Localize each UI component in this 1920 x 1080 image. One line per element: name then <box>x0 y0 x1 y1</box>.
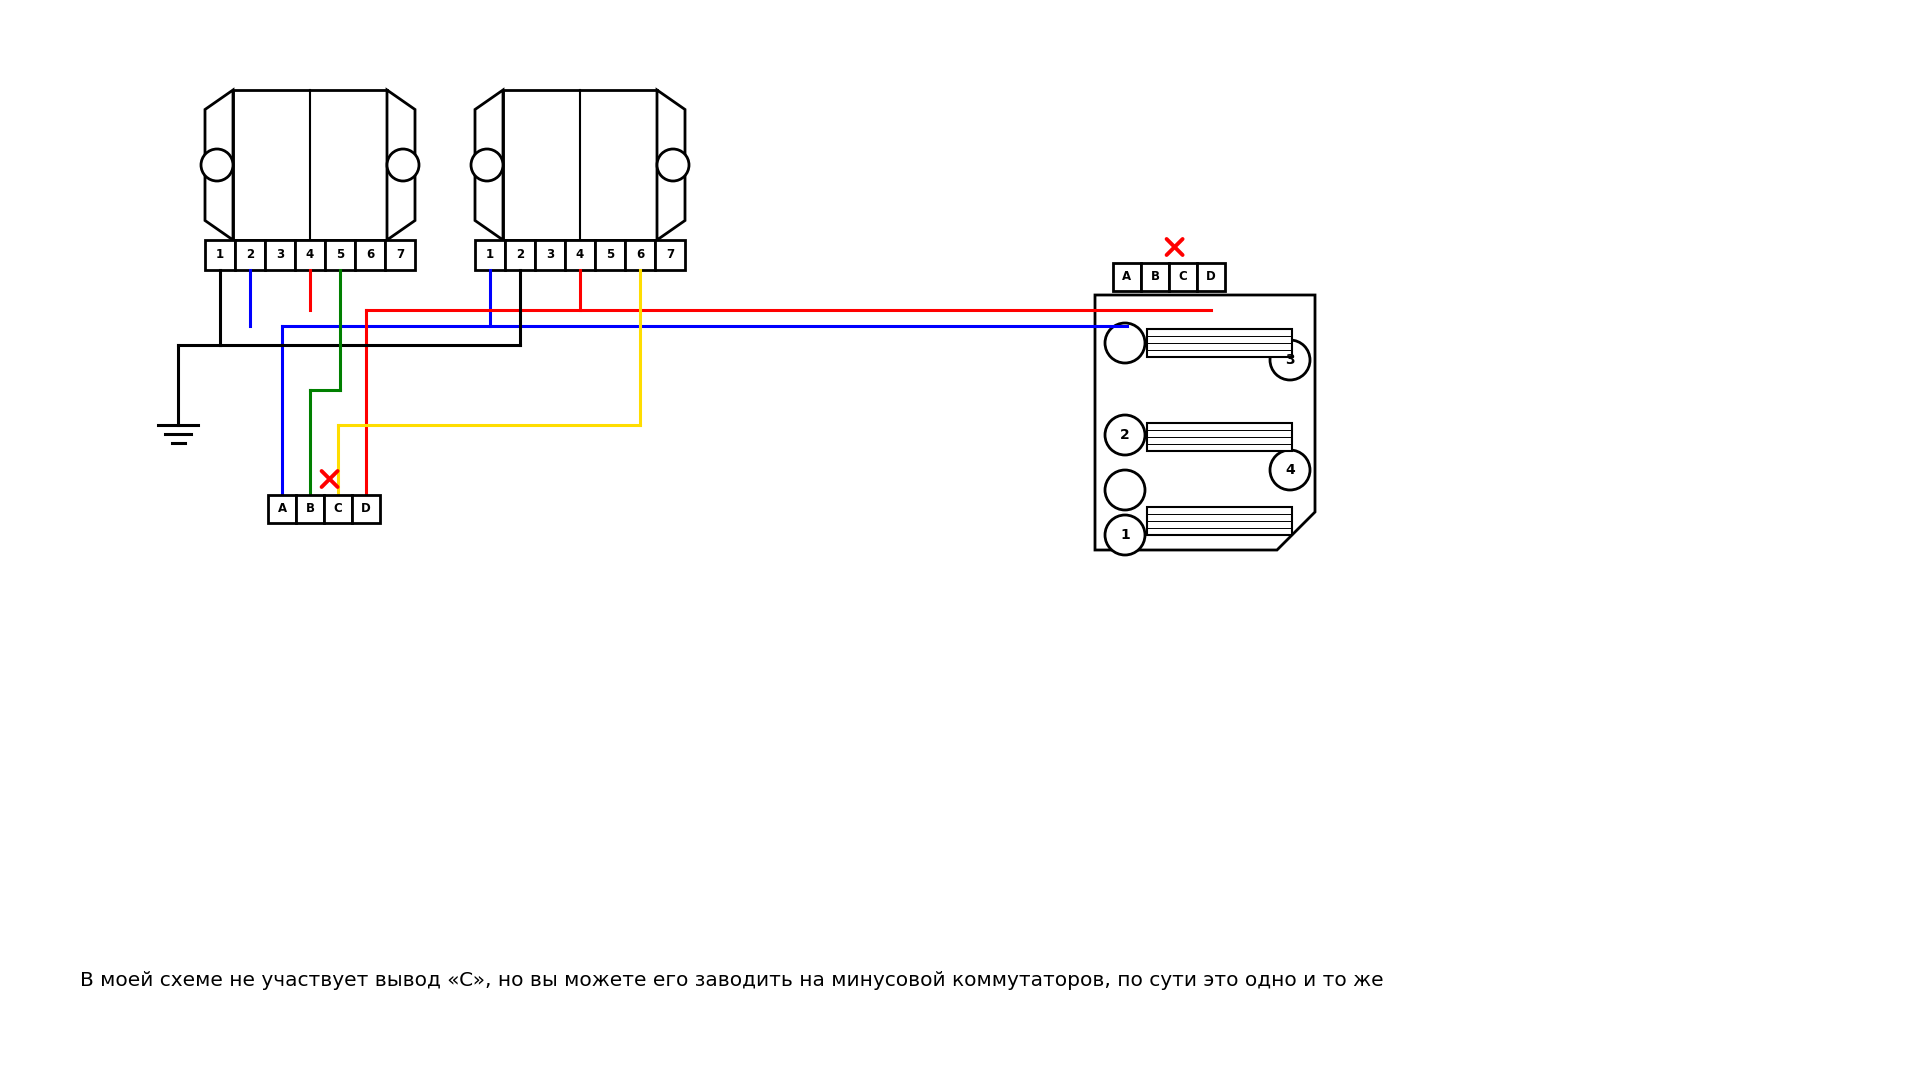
Text: 5: 5 <box>336 248 344 261</box>
Bar <box>564 240 595 270</box>
Polygon shape <box>205 90 232 240</box>
Text: 2: 2 <box>1119 428 1129 442</box>
Bar <box>351 495 380 523</box>
Circle shape <box>1106 515 1144 555</box>
Text: В моей схеме не участвует вывод «C», но вы можете его заводить на минусовой комм: В моей схеме не участвует вывод «C», но … <box>81 971 1384 989</box>
Text: 1: 1 <box>215 248 225 261</box>
Bar <box>1146 423 1292 451</box>
Circle shape <box>1106 470 1144 510</box>
Text: 1: 1 <box>1119 528 1129 542</box>
Bar <box>324 240 355 270</box>
Text: 2: 2 <box>516 248 524 261</box>
Text: D: D <box>1206 270 1215 283</box>
Text: B: B <box>305 502 315 515</box>
Text: 2: 2 <box>246 248 253 261</box>
Text: 5: 5 <box>607 248 614 261</box>
Bar <box>386 240 415 270</box>
Text: 7: 7 <box>666 248 674 261</box>
Bar <box>1146 507 1292 535</box>
Circle shape <box>1269 450 1309 490</box>
Text: 1: 1 <box>486 248 493 261</box>
Text: 6: 6 <box>636 248 643 261</box>
Bar <box>474 240 505 270</box>
Circle shape <box>470 149 503 181</box>
Circle shape <box>1106 415 1144 455</box>
Bar <box>234 240 265 270</box>
Text: C: C <box>334 502 342 515</box>
Circle shape <box>388 149 419 181</box>
Bar <box>503 90 657 240</box>
Bar <box>595 240 626 270</box>
Text: 3: 3 <box>545 248 555 261</box>
Bar <box>536 240 564 270</box>
Text: B: B <box>1150 270 1160 283</box>
Text: 7: 7 <box>396 248 403 261</box>
Circle shape <box>657 149 689 181</box>
Circle shape <box>1106 323 1144 363</box>
Bar <box>269 495 296 523</box>
Bar <box>232 90 388 240</box>
Bar <box>505 240 536 270</box>
Text: 3: 3 <box>276 248 284 261</box>
Bar <box>1196 264 1225 291</box>
Text: D: D <box>361 502 371 515</box>
Circle shape <box>202 149 232 181</box>
Polygon shape <box>657 90 685 240</box>
Bar <box>1140 264 1169 291</box>
Polygon shape <box>388 90 415 240</box>
Text: 3: 3 <box>1284 353 1294 367</box>
Bar <box>296 495 324 523</box>
Bar <box>655 240 685 270</box>
Text: 4: 4 <box>305 248 315 261</box>
Bar <box>1169 264 1196 291</box>
Text: 6: 6 <box>367 248 374 261</box>
Bar <box>265 240 296 270</box>
Text: 4: 4 <box>1284 463 1294 477</box>
Text: A: A <box>1123 270 1131 283</box>
Bar <box>205 240 234 270</box>
Polygon shape <box>1094 295 1315 550</box>
Bar <box>296 240 324 270</box>
Circle shape <box>1269 340 1309 380</box>
Text: 4: 4 <box>576 248 584 261</box>
Bar <box>1114 264 1140 291</box>
Bar <box>626 240 655 270</box>
Bar <box>1146 329 1292 357</box>
Bar <box>355 240 386 270</box>
Text: A: A <box>276 502 286 515</box>
Polygon shape <box>474 90 503 240</box>
Text: C: C <box>1179 270 1187 283</box>
Bar <box>324 495 351 523</box>
